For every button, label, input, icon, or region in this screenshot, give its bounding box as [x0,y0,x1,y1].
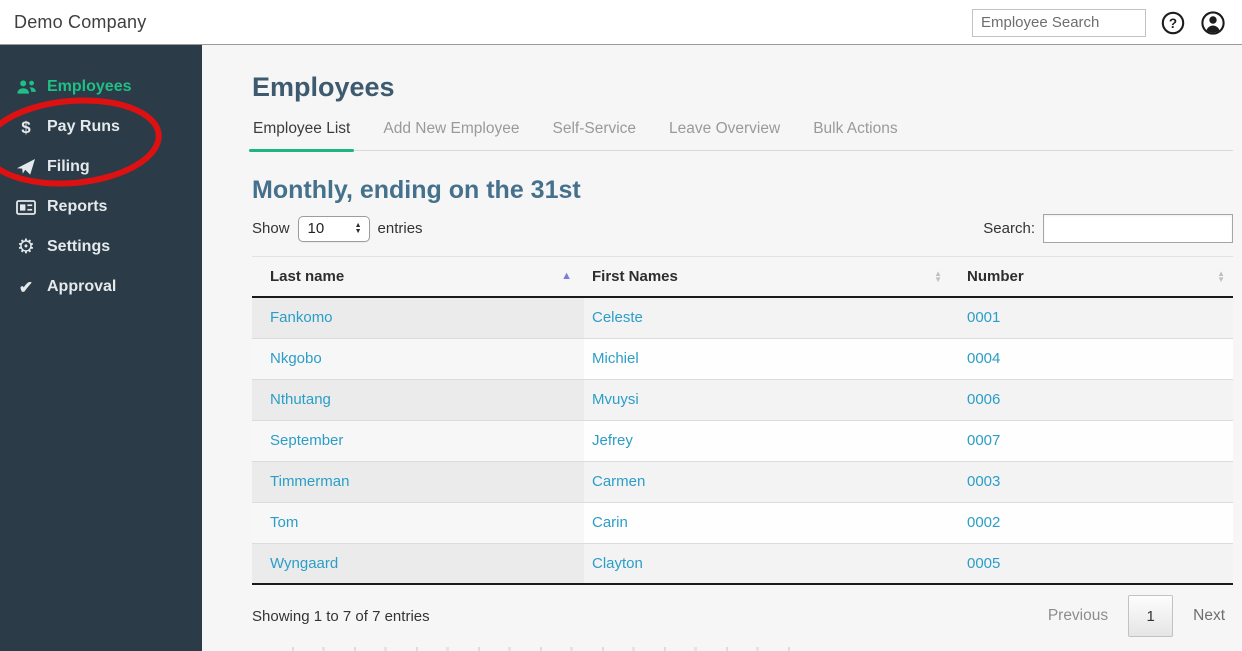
sidebar-item-employees[interactable]: Employees [0,67,202,107]
page-length-value: 10 [307,220,325,237]
employee-number-link[interactable]: 0007 [967,432,1001,449]
employee-last-name-link[interactable]: Nthutang [270,391,331,408]
search-label: Search: [983,220,1035,237]
sidebar-item-label: Employees [47,78,132,95]
sidebar-item-approval[interactable]: ✔ Approval [0,267,202,307]
dollar-icon: $ [21,117,31,137]
sidebar-item-reports[interactable]: Reports [0,187,202,227]
employee-first-name-link[interactable]: Mvuysi [592,391,639,408]
sort-ascending-icon: ▲ [561,269,572,282]
employee-row: Timmerman Carmen 0003 [252,461,1233,503]
pay-frequency-title: Monthly, ending on the 31st [252,176,581,204]
employee-last-name-link[interactable]: Wyngaard [270,554,339,572]
employee-first-name-link[interactable]: Michiel [592,350,639,367]
column-header-last-name[interactable]: Last name ▲ [252,256,584,298]
sidebar-item-label: Approval [47,278,117,295]
show-label: Show [252,220,290,237]
employee-first-name-link[interactable]: Jefrey [592,432,633,449]
select-stepper-icon: ▲ ▼ [354,221,362,235]
sidebar-nav: Employees $ Pay Runs Filing [0,45,202,651]
showing-entries-info: Showing 1 to 7 of 7 entries [252,607,430,625]
sidebar-item-label: Pay Runs [47,118,120,135]
column-header-first-names[interactable]: First Names ▲ ▼ [584,256,950,298]
sidebar-item-label: Settings [47,238,111,255]
employee-number-link[interactable]: 0003 [967,473,1001,490]
table-controls: Show 10 ▲ ▼ entries Search: [252,214,1233,243]
page-length-select[interactable]: 10 ▲ ▼ [297,215,370,242]
help-icon[interactable]: ? [1160,10,1186,36]
employee-number-link[interactable]: 0001 [967,309,1001,327]
sidebar-item-filing[interactable]: Filing [0,147,202,187]
employee-first-name-link[interactable]: Clayton [592,554,643,572]
employee-number-link[interactable]: 0004 [967,350,1001,367]
employee-last-name-link[interactable]: September [270,432,344,449]
topbar-right-group: ? [972,0,1226,45]
employee-first-name-link[interactable]: Carmen [592,473,646,490]
gear-icon: ⚙ [17,236,35,258]
employee-number-link[interactable]: 0002 [967,514,1001,531]
employee-row: Nthutang Mvuysi 0006 [252,379,1233,421]
account-icon[interactable] [1200,10,1226,36]
sidebar-item-label: Reports [47,198,108,215]
current-page-button[interactable]: 1 [1128,595,1174,637]
newspaper-icon [14,199,38,215]
employee-search-input[interactable] [972,8,1146,37]
sidebar-item-settings[interactable]: ⚙ Settings [0,227,202,267]
employee-first-name-link[interactable]: Carin [592,514,628,531]
table-search-group: Search: [983,214,1233,243]
check-icon: ✔ [18,277,34,297]
employee-last-name-link[interactable]: Tom [270,514,299,531]
entries-label: entries [377,220,423,237]
users-icon [14,79,38,95]
employee-last-name-link[interactable]: Nkgobo [270,350,322,367]
employee-number-link[interactable]: 0005 [967,554,1001,572]
employee-row: September Jefrey 0007 [252,420,1233,462]
employee-row: Fankomo Celeste 0001 [252,297,1233,339]
employee-table: Last name ▲ First Names ▲ ▼ Number ▲ ▼ Fan… [252,256,1233,585]
employee-row: Nkgobo Michiel 0004 [252,338,1233,380]
sort-unsorted-icon: ▲ ▼ [1217,268,1225,284]
sidebar-item-label: Filing [47,158,90,175]
sidebar-item-pay-runs[interactable]: $ Pay Runs [0,107,202,147]
tab-employee-list[interactable]: Employee List [248,120,355,152]
employee-table-header: Last name ▲ First Names ▲ ▼ Number ▲ ▼ [252,256,1233,298]
employee-number-link[interactable]: 0006 [967,391,1001,408]
column-header-number[interactable]: Number ▲ ▼ [950,256,1233,298]
sort-unsorted-icon: ▲ ▼ [934,268,942,284]
tab-self-service[interactable]: Self-Service [552,120,637,137]
svg-text:?: ? [1169,16,1177,31]
employee-last-name-link[interactable]: Timmerman [270,473,350,490]
employee-last-name-link[interactable]: Fankomo [270,309,333,327]
paper-plane-icon [14,159,38,175]
employee-row: Wyngaard Clayton 0005 [252,543,1233,585]
company-name[interactable]: Demo Company [14,11,147,32]
cutoff-text-remnant [292,647,802,651]
employee-row: Tom Carin 0002 [252,502,1233,544]
employee-first-name-link[interactable]: Celeste [592,309,643,327]
main-content: Employees Employee List Add New Employee… [202,45,1242,651]
next-page-button[interactable]: Next [1193,607,1225,624]
pagination: Previous 1 Next [1040,595,1233,637]
top-bar: Demo Company ? [0,0,1242,45]
tab-bar: Employee List Add New Employee Self-Serv… [248,120,1233,152]
tab-leave-overview[interactable]: Leave Overview [669,120,781,137]
table-search-input[interactable] [1043,214,1233,243]
previous-page-button[interactable]: Previous [1047,607,1109,624]
page-title: Employees [252,72,395,102]
table-footer: Showing 1 to 7 of 7 entries Previous 1 N… [252,585,1233,647]
tab-add-new-employee[interactable]: Add New Employee [383,120,520,137]
tab-bulk-actions[interactable]: Bulk Actions [813,120,898,137]
